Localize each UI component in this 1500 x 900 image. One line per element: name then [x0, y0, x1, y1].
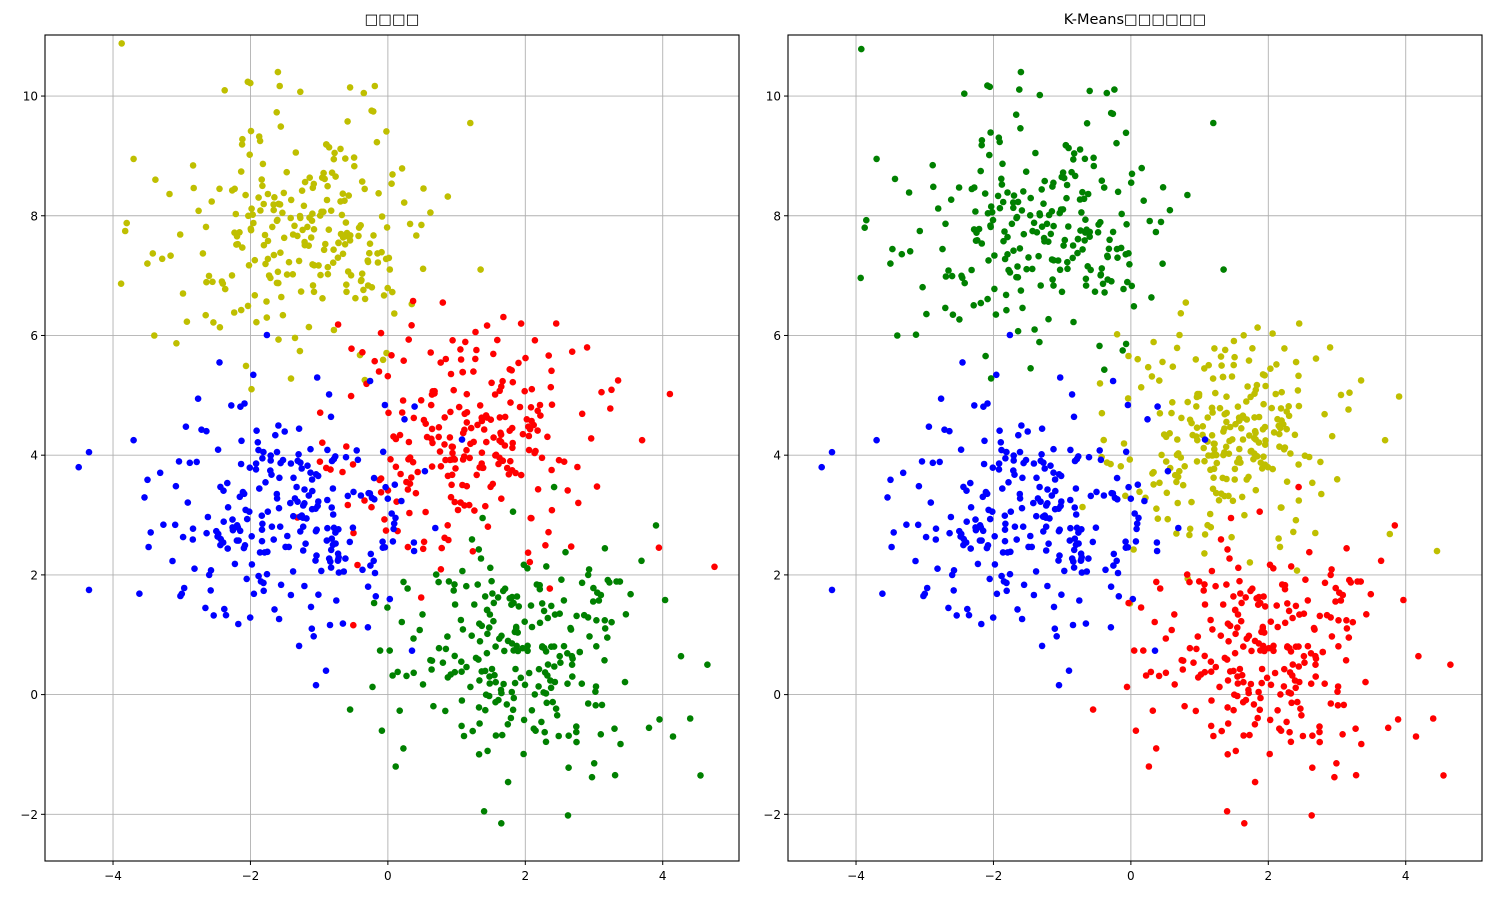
y-tick-label: 2: [30, 568, 38, 582]
y-tick-label: 8: [30, 209, 38, 223]
y-tick-label: 0: [30, 688, 38, 702]
series-cluster_red: [294, 297, 718, 629]
x-tick-label: −4: [847, 869, 865, 883]
y-tick-label: 0: [773, 688, 781, 702]
scatter-points: [75, 40, 718, 827]
x-tick-label: 2: [521, 869, 529, 883]
x-axis: −4 −2 0 2 4: [104, 861, 667, 883]
x-tick-label: 4: [659, 869, 667, 883]
y-tick-label: 10: [23, 90, 38, 104]
grid: [788, 35, 1482, 861]
x-axis: −4 −2 0 2 4: [847, 861, 1410, 883]
y-tick-label: 6: [773, 329, 781, 343]
x-tick-label: −2: [985, 869, 1003, 883]
series-kmeans_green: [857, 45, 1227, 382]
x-tick-label: 0: [384, 869, 392, 883]
series-cluster_yellow: [117, 40, 484, 393]
plot-frame: [787, 34, 1483, 862]
left-panel-title: □□□□: [364, 12, 420, 28]
x-tick-label: 2: [1264, 869, 1272, 883]
y-axis: −2 0 2 4 6 8 10: [763, 90, 788, 822]
y-tick-label: −2: [20, 808, 38, 822]
plot-frame: [44, 34, 740, 862]
series-kmeans_red: [1089, 483, 1454, 827]
grid: [45, 35, 739, 861]
series-cluster_blue: [75, 331, 466, 689]
y-axis: −2 0 2 4 6 8 10: [20, 90, 45, 822]
y-tick-label: −2: [763, 808, 781, 822]
y-tick-label: 2: [773, 568, 781, 582]
scatter-points: [818, 45, 1454, 827]
x-tick-label: −4: [104, 869, 122, 883]
x-tick-label: 0: [1127, 869, 1135, 883]
series-kmeans_blue: [818, 331, 1209, 689]
series-cluster_green: [346, 483, 711, 827]
x-tick-label: −2: [242, 869, 260, 883]
right-panel-title: K-Means□□□□□□: [1063, 12, 1207, 28]
series-kmeans_yellow: [1079, 299, 1441, 607]
y-tick-label: 8: [773, 209, 781, 223]
y-tick-label: 6: [30, 329, 38, 343]
y-tick-label: 4: [30, 449, 38, 463]
y-tick-label: 4: [773, 449, 781, 463]
x-tick-label: 4: [1402, 869, 1410, 883]
y-tick-label: 10: [766, 90, 781, 104]
